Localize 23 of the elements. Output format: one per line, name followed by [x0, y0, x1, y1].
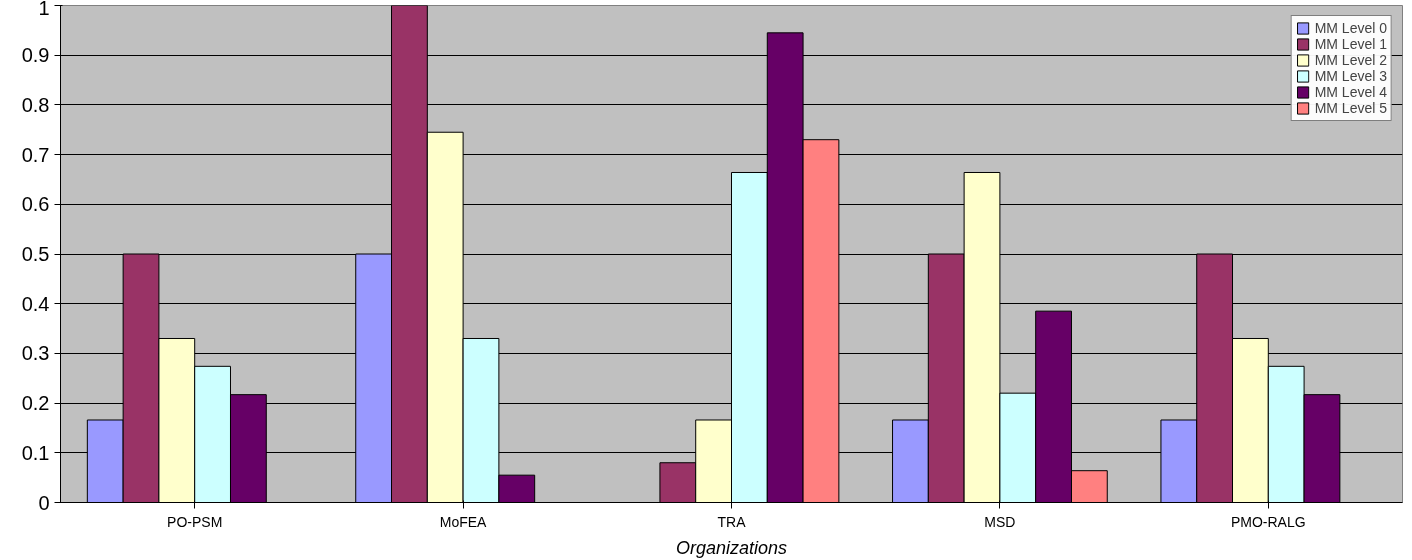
y-tick-label: 0.3 — [21, 342, 50, 365]
y-tick-label: 0.8 — [21, 93, 50, 116]
x-tick-label: PMO-RALG — [1230, 513, 1306, 530]
legend-label: MM Level 3 — [1314, 68, 1387, 84]
x-tick-label: PO-PSM — [167, 513, 223, 530]
y-tick-label: 0.5 — [21, 243, 50, 265]
legend-label: MM Level 2 — [1314, 52, 1387, 68]
y-tick-label: 1 — [38, 0, 50, 19]
y-tick-label: 0.4 — [21, 292, 50, 315]
y-tick-label: 0.7 — [21, 143, 50, 166]
y-tick-label: 0.1 — [21, 441, 50, 464]
legend-label: MM Level 1 — [1314, 36, 1387, 52]
legend-label: MM Level 5 — [1314, 100, 1387, 116]
y-tick-label: 0.9 — [21, 44, 50, 67]
x-tick-label: TRA — [717, 513, 747, 530]
legend-label: MM Level 0 — [1314, 20, 1387, 36]
y-tick-label: 0 — [38, 491, 50, 514]
x-axis-title: Organizations — [675, 537, 788, 558]
y-tick-label: 0.2 — [21, 392, 50, 415]
y-tick-label: 0.6 — [21, 193, 50, 216]
x-tick-label: MoFEA — [439, 513, 488, 530]
x-tick-label: MSD — [984, 513, 1016, 530]
legend-label: MM Level 4 — [1314, 84, 1387, 100]
